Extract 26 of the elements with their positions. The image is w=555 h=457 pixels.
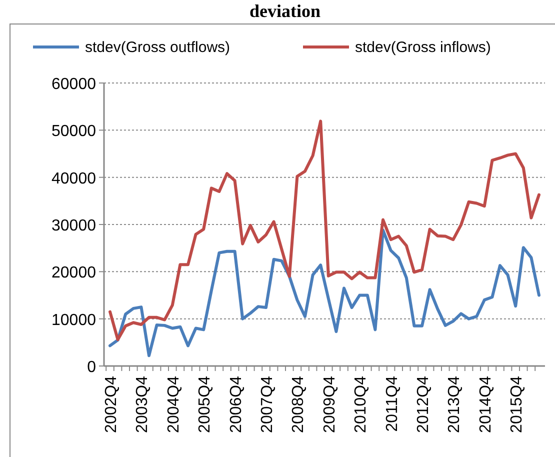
x-tick-label: 2012Q4 [415, 376, 432, 433]
x-tick-label: 2009Q4 [321, 376, 338, 433]
y-tick-label: 10000 [52, 312, 96, 329]
y-tick-label: 60000 [52, 76, 96, 93]
y-tick-label: 20000 [52, 264, 96, 282]
x-tick-label: 2003Q4 [134, 376, 152, 433]
x-tick-label: 2007Q4 [259, 376, 276, 433]
line-series [108, 228, 540, 358]
x-tick-label: 2004Q4 [165, 376, 182, 433]
y-tick-label: 30000 [52, 218, 96, 234]
x-tick-label: 2010Q4 [352, 376, 370, 433]
x-tick-label: 2011Q4 [384, 376, 401, 432]
x-tick-label: 2002Q4 [103, 376, 120, 433]
y-tick-label: 0 [87, 359, 96, 376]
y-tick-label: 40000 [52, 170, 96, 188]
legend-label: stdev(Gross inflows) [355, 39, 491, 56]
x-tick-label: 2006Q4 [228, 376, 245, 433]
x-tick-label: 2014Q4 [477, 376, 494, 433]
x-tick-label: 2015Q4 [508, 376, 526, 433]
line-series [108, 120, 540, 342]
x-tick-label: 2005Q4 [196, 376, 214, 433]
x-tick-label: 2008Q4 [290, 376, 308, 433]
chart-title: deviation [249, 1, 321, 21]
x-tick-label: 2013Q4 [446, 376, 464, 433]
legend-label: stdev(Gross outflows) [85, 39, 230, 56]
y-tick-label: 50000 [52, 123, 96, 140]
